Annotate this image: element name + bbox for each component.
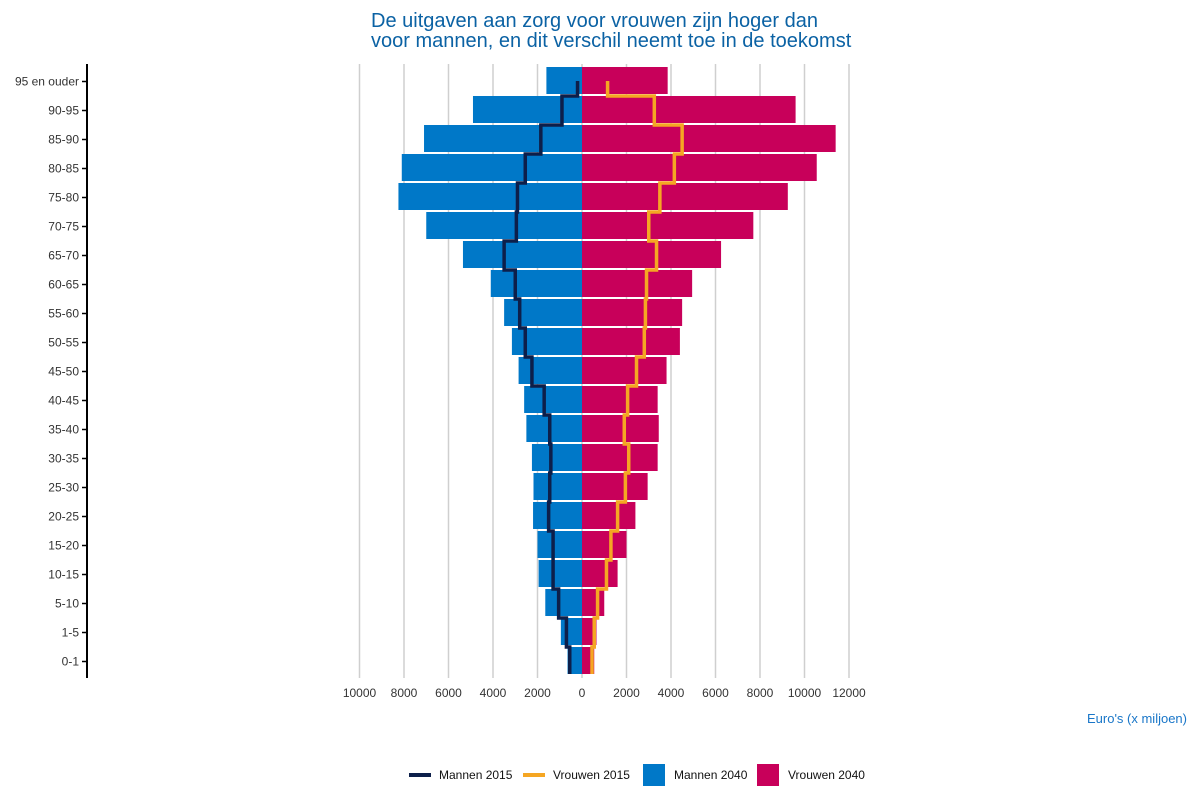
bar-vrouwen-2040-60-65 (582, 270, 693, 297)
bar-mannen-2040-70-75 (426, 212, 582, 239)
x-tick-label: 2000 (524, 686, 551, 700)
bar-vrouwen-2040-15-20 (582, 531, 627, 558)
bar-vrouwen-2040-50-55 (582, 328, 680, 355)
bar-vrouwen-2040-5-10 (582, 589, 605, 616)
y-tick-label: 80-85 (48, 162, 79, 176)
bar-vrouwen-2040-90-95 (582, 96, 796, 123)
y-tick-label: 15-20 (48, 539, 79, 553)
x-tick-label: 4000 (658, 686, 685, 700)
bar-mannen-2040-35-40 (526, 415, 582, 442)
y-tick-label: 95 en ouder (15, 75, 79, 89)
bar-vrouwen-2040-65-70 (582, 241, 722, 268)
legend-label: Mannen 2015 (439, 768, 513, 782)
x-tick-label: 2000 (613, 686, 640, 700)
legend-swatch-box (757, 764, 779, 786)
line-vrouwen-2015 (590, 81, 684, 674)
bar-vrouwen-2040-20-25 (582, 502, 636, 529)
bar-vrouwen-2040-30-35 (582, 444, 658, 471)
y-tick-label: 65-70 (48, 249, 79, 263)
x-tick-label: 4000 (480, 686, 507, 700)
chart-title-line-1: De uitgaven aan zorg voor vrouwen zijn h… (371, 10, 818, 32)
legend-item-mannen-2040: Mannen 2040 (643, 764, 748, 786)
x-tick-label: 6000 (702, 686, 729, 700)
legend-item-vrouwen-2040: Vrouwen 2040 (757, 764, 865, 786)
bar-mannen-2040-5-10 (545, 589, 582, 616)
bar-vrouwen-2040-95-en-ouder (582, 67, 668, 94)
y-tick-label: 60-65 (48, 278, 79, 292)
bar-mannen-2040-75-80 (398, 183, 582, 210)
bar-mannen-2040-15-20 (537, 531, 582, 558)
y-tick-label: 90-95 (48, 104, 79, 118)
legend-swatch-line (523, 773, 545, 777)
y-tick-label: 45-50 (48, 365, 79, 379)
y-tick-label: 40-45 (48, 394, 79, 408)
x-tick-label: 10000 (788, 686, 822, 700)
x-tick-label: 8000 (391, 686, 418, 700)
bar-mannen-2040-60-65 (490, 270, 582, 297)
y-tick-label: 55-60 (48, 307, 79, 321)
y-tick-label: 85-90 (48, 133, 79, 147)
legend-label: Vrouwen 2040 (788, 768, 865, 782)
bar-mannen-2040-10-15 (538, 560, 582, 587)
bar-mannen-2040-40-45 (524, 386, 582, 413)
y-tick-label: 1-5 (62, 626, 80, 640)
y-tick-label: 30-35 (48, 452, 79, 466)
bar-mannen-2040-55-60 (504, 299, 582, 326)
legend-swatch-box (643, 764, 665, 786)
y-tick-label: 10-15 (48, 568, 79, 582)
bar-mannen-2040-80-85 (401, 154, 582, 181)
bar-mannen-2040-50-55 (511, 328, 582, 355)
x-axis: 10000 8000 6000 4000 2000 0 2000 4000 6000 8000 10… (343, 686, 866, 700)
bar-vrouwen-2040-35-40 (582, 415, 659, 442)
legend-swatch-line (409, 773, 431, 777)
bar-vrouwen-2040-85-90 (582, 125, 836, 152)
y-tick-label: 75-80 (48, 191, 79, 205)
y-tick-label: 20-25 (48, 510, 79, 524)
y-tick-label: 0-1 (62, 655, 80, 669)
bar-vrouwen-2040-80-85 (582, 154, 817, 181)
bar-vrouwen-2040-70-75 (582, 212, 754, 239)
legend-label: Vrouwen 2015 (553, 768, 630, 782)
y-tick-label: 5-10 (55, 597, 79, 611)
y-tick-label: 70-75 (48, 220, 79, 234)
legend: Mannen 2015 Vrouwen 2015 Mannen 2040 Vrouwe… (409, 764, 865, 786)
x-axis-title: Euro's (x miljoen) (1087, 711, 1187, 726)
chart-title-line-2: voor mannen, en dit verschil neemt toe i… (371, 30, 852, 52)
bar-vrouwen-2040-75-80 (582, 183, 788, 210)
bar-mannen-2040-20-25 (533, 502, 582, 529)
bar-mannen-2040-1-5 (560, 618, 582, 645)
legend-label: Mannen 2040 (674, 768, 748, 782)
line-mannen-2015 (502, 81, 580, 674)
bar-mannen-2040-25-30 (533, 473, 582, 500)
bar-vrouwen-2040-45-50 (582, 357, 667, 384)
bar-vrouwen-2040-10-15 (582, 560, 618, 587)
chart-title: De uitgaven aan zorg voor vrouwen zijn h… (371, 10, 852, 52)
bar-mannen-2040-45-50 (518, 357, 582, 384)
step-line-series (502, 81, 684, 674)
y-tick-label: 35-40 (48, 423, 79, 437)
y-tick-label: 50-55 (48, 336, 79, 350)
bar-vrouwen-2040-40-45 (582, 386, 658, 413)
legend-item-mannen-2015: Mannen 2015 (409, 768, 513, 782)
x-tick-label: 12000 (832, 686, 866, 700)
bar-mannen-2040-30-35 (531, 444, 582, 471)
bar-series (398, 67, 836, 674)
bar-mannen-2040-90-95 (472, 96, 582, 123)
x-tick-label: 8000 (747, 686, 774, 700)
x-tick-label: 6000 (435, 686, 462, 700)
x-tick-label: 10000 (343, 686, 377, 700)
y-axis: 0-1 1-5 5-10 10-15 15-20 20-25 25-30 30-35 35-40… (15, 64, 88, 678)
x-tick-label: 0 (579, 686, 586, 700)
bar-mannen-2040-85-90 (424, 125, 582, 152)
bar-vrouwen-2040-55-60 (582, 299, 683, 326)
bar-mannen-2040-65-70 (462, 241, 582, 268)
bar-vrouwen-2040-25-30 (582, 473, 648, 500)
legend-item-vrouwen-2015: Vrouwen 2015 (523, 768, 630, 782)
y-tick-label: 25-30 (48, 481, 79, 495)
